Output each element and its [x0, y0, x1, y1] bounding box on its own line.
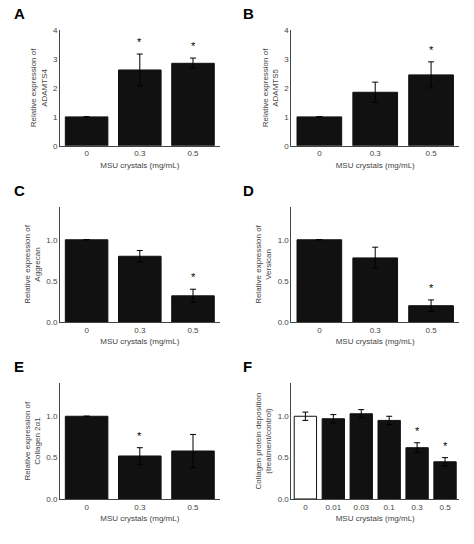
svg-text:0.5: 0.5	[46, 453, 58, 462]
svg-text:0.01: 0.01	[326, 503, 342, 512]
svg-text:0.5: 0.5	[278, 277, 290, 286]
svg-text:MSU crystals (mg/mL): MSU crystals (mg/mL)	[100, 514, 179, 523]
svg-text:4: 4	[53, 26, 58, 35]
svg-text:0: 0	[284, 142, 289, 151]
svg-text:0.5: 0.5	[187, 503, 199, 512]
svg-text:Relative expression ofCollagen: Relative expression ofCollagen 2α1	[23, 401, 42, 480]
svg-text:0: 0	[84, 503, 89, 512]
svg-text:0.3: 0.3	[134, 149, 146, 158]
svg-text:3: 3	[284, 55, 289, 64]
svg-text:0: 0	[317, 149, 322, 158]
svg-text:0: 0	[303, 503, 308, 512]
svg-text:*: *	[415, 425, 420, 437]
svg-text:0.1: 0.1	[384, 503, 396, 512]
svg-text:0.5: 0.5	[187, 149, 199, 158]
svg-text:A: A	[14, 5, 25, 22]
svg-text:0.3: 0.3	[134, 326, 146, 335]
svg-text:Collagen protein deposition(tr: Collagen protein deposition(treatment/co…	[254, 393, 273, 490]
svg-text:2: 2	[284, 84, 289, 93]
svg-text:MSU crystals (mg/mL): MSU crystals (mg/mL)	[100, 161, 179, 170]
svg-text:0: 0	[84, 326, 89, 335]
svg-text:*: *	[429, 44, 434, 56]
svg-text:0.5: 0.5	[46, 277, 58, 286]
svg-text:MSU crystals (mg/mL): MSU crystals (mg/mL)	[336, 514, 415, 523]
svg-text:3: 3	[53, 55, 58, 64]
svg-text:1.0: 1.0	[278, 412, 290, 421]
svg-text:1.0: 1.0	[46, 236, 58, 245]
svg-text:E: E	[14, 358, 24, 375]
svg-text:0.5: 0.5	[278, 453, 290, 462]
svg-text:0: 0	[84, 149, 89, 158]
svg-text:0.0: 0.0	[278, 318, 290, 327]
svg-text:1: 1	[284, 113, 289, 122]
svg-text:0: 0	[317, 326, 322, 335]
svg-text:*: *	[191, 271, 196, 283]
svg-text:B: B	[243, 5, 254, 22]
svg-text:MSU crystals (mg/mL): MSU crystals (mg/mL)	[336, 337, 415, 346]
svg-text:D: D	[243, 182, 254, 199]
svg-text:MSU crystals (mg/mL): MSU crystals (mg/mL)	[100, 337, 179, 346]
svg-text:0.3: 0.3	[370, 149, 382, 158]
svg-text:0.0: 0.0	[46, 495, 58, 504]
svg-text:0.5: 0.5	[426, 149, 438, 158]
svg-text:2: 2	[53, 84, 58, 93]
svg-text:1.0: 1.0	[46, 412, 58, 421]
svg-text:*: *	[429, 282, 434, 294]
svg-text:C: C	[14, 182, 25, 199]
svg-text:Relative expression ofADAMTS5: Relative expression ofADAMTS5	[261, 48, 280, 127]
svg-text:1: 1	[53, 113, 58, 122]
svg-text:Relative expression ofADAMTS4: Relative expression ofADAMTS4	[29, 48, 48, 127]
svg-text:MSU crystals (mg/mL): MSU crystals (mg/mL)	[336, 161, 415, 170]
svg-text:0.03: 0.03	[353, 503, 369, 512]
svg-text:0.3: 0.3	[412, 503, 424, 512]
svg-text:0.5: 0.5	[439, 503, 451, 512]
svg-text:F: F	[243, 358, 252, 375]
svg-text:1.0: 1.0	[278, 236, 290, 245]
svg-text:0.0: 0.0	[278, 495, 290, 504]
svg-text:*: *	[137, 36, 142, 48]
svg-text:*: *	[137, 430, 142, 442]
svg-text:Relative expression ofVersican: Relative expression ofVersican	[254, 224, 273, 303]
svg-text:0.3: 0.3	[370, 326, 382, 335]
svg-text:0.0: 0.0	[46, 318, 58, 327]
svg-text:Relative expression ofAggrecan: Relative expression ofAggrecan	[23, 224, 42, 303]
svg-text:0: 0	[53, 142, 58, 151]
svg-text:*: *	[191, 40, 196, 52]
svg-text:0.5: 0.5	[426, 326, 438, 335]
svg-text:0.3: 0.3	[134, 503, 146, 512]
svg-text:*: *	[443, 440, 448, 452]
svg-text:0.5: 0.5	[187, 326, 199, 335]
svg-text:4: 4	[284, 26, 289, 35]
